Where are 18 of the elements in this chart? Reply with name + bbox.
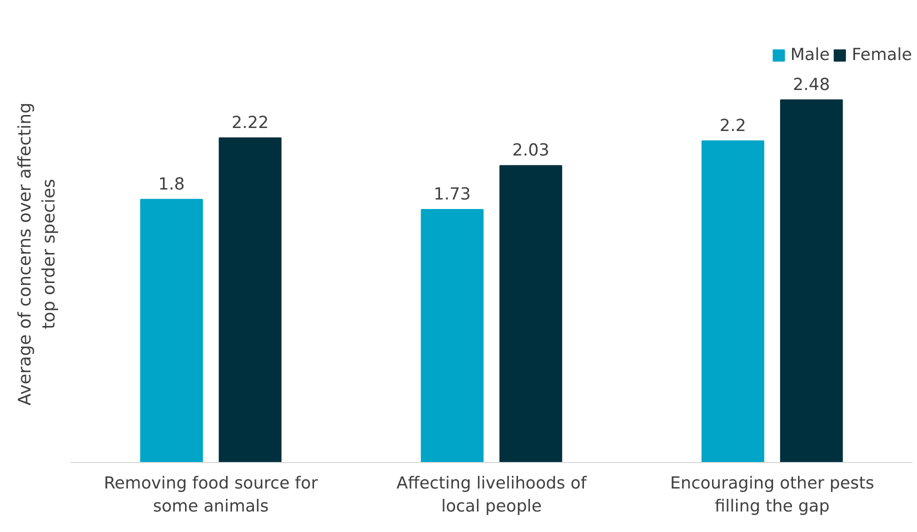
bar	[780, 99, 843, 462]
x-tick-label: Encouraging other pests filling the gap	[670, 474, 874, 516]
bar	[499, 165, 562, 462]
data-label: 2.2	[720, 116, 746, 135]
bar	[218, 137, 282, 462]
x-tick-label: Removing food source for some animals	[104, 474, 318, 516]
data-label: 2.03	[512, 140, 550, 160]
legend-label: Female	[852, 45, 912, 64]
x-tick-label: Affecting livelihoods of local people	[396, 474, 588, 516]
bar	[420, 209, 484, 462]
data-label: 1.73	[434, 184, 471, 204]
data-label: 2.48	[792, 74, 830, 94]
data-label: 2.22	[232, 112, 269, 132]
legend-label: Male	[790, 45, 830, 64]
y-axis-title: Average of concerns over affecting top order species	[16, 102, 60, 406]
bar	[140, 198, 203, 462]
data-label: 1.8	[158, 174, 185, 194]
bar	[702, 140, 764, 462]
